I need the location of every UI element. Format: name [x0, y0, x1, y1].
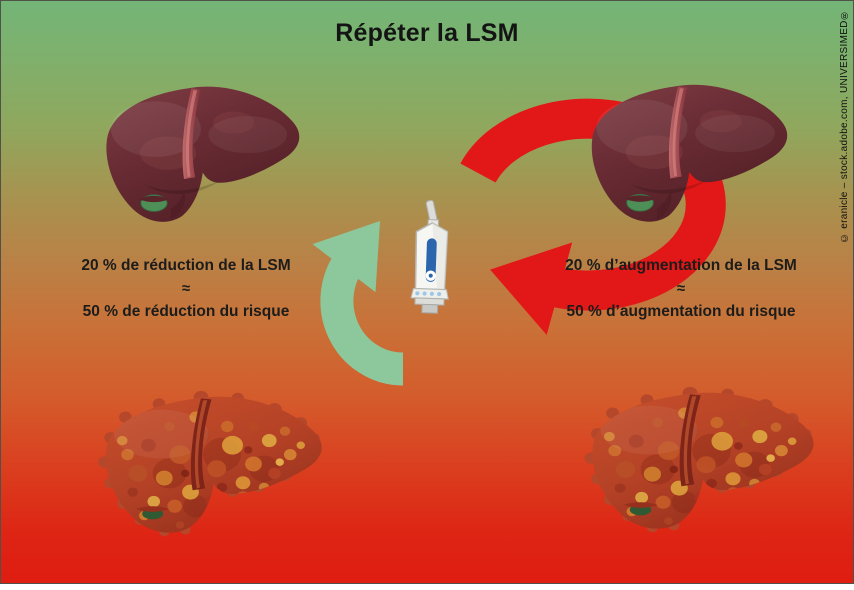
augmentation-panel: 20 % d’augmentation de la LSM ≈ 50 % d’a… [536, 255, 826, 323]
fibroscan-probe-icon [409, 198, 453, 315]
reduction-equivalence: ≈ [181, 280, 191, 298]
augmentation-line1: 20 % d’augmentation de la LSM [565, 257, 797, 274]
healthy-liver-top-left [105, 86, 300, 223]
healthy-liver-top-right [591, 84, 788, 223]
green-counterclockwise-arrow [312, 220, 404, 386]
augmentation-line2: 50 % d’augmentation du risque [566, 302, 796, 320]
reduction-panel: 20 % de réduction de la LSM ≈ 50 % de ré… [41, 255, 331, 323]
cirrhotic-liver-bottom-right [561, 385, 819, 535]
page-title: Répéter la LSM [335, 19, 519, 47]
cirrhotic-liver-bottom-left [75, 389, 327, 539]
reduction-line2: 50 % de réduction du risque [82, 302, 290, 320]
augmentation-equivalence: ≈ [676, 280, 686, 298]
reduction-line1: 20 % de réduction de la LSM [81, 257, 291, 274]
